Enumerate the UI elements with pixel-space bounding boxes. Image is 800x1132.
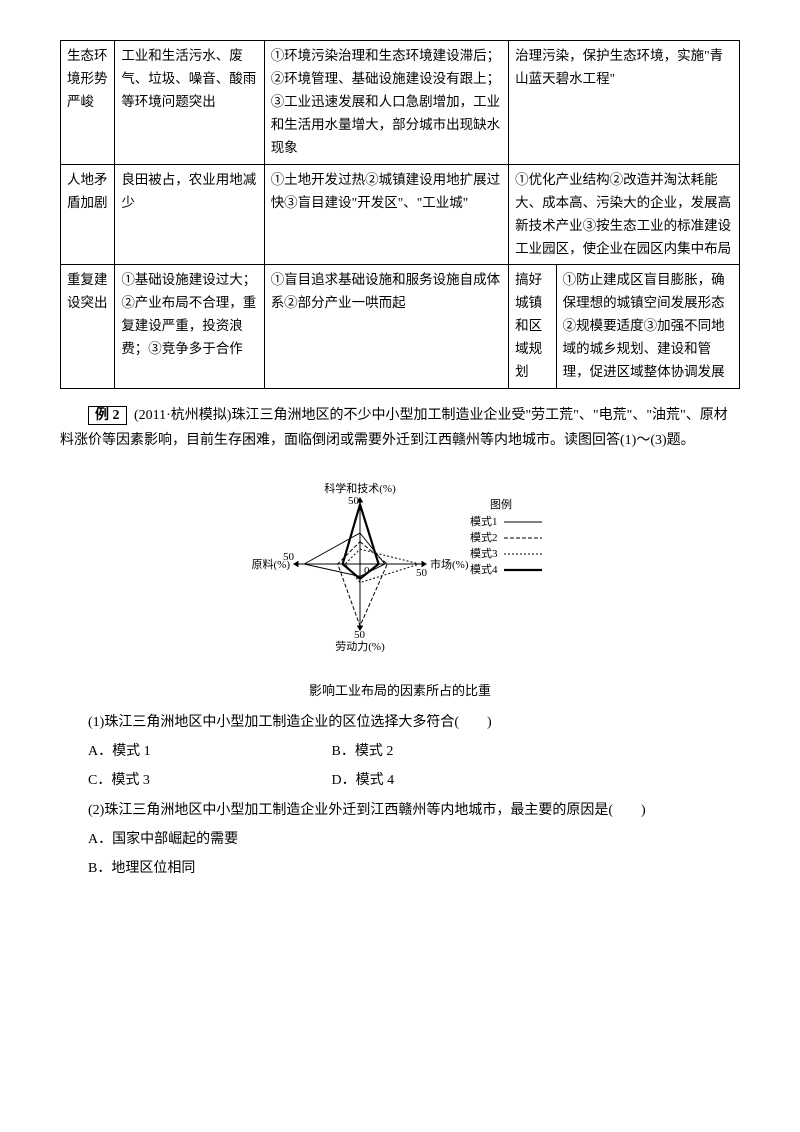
cell-phenomenon: ①基础设施建设过大；②产业布局不合理，重复建设严重，投资浪费；③竞争多于合作 <box>115 265 264 389</box>
svg-text:模式2: 模式2 <box>470 531 498 544</box>
svg-text:模式3: 模式3 <box>470 547 498 560</box>
q2-options: A．国家中部崛起的需要 <box>88 827 740 852</box>
q1-options: A．模式 1 B．模式 2 <box>88 739 740 764</box>
chart-caption: 影响工业布局的因素所占的比重 <box>60 679 740 702</box>
cell-measure: 治理污染，保护生态环境，实施"青山蓝天碧水工程" <box>509 41 740 165</box>
example-label: 例 2 <box>88 406 127 425</box>
svg-text:模式4: 模式4 <box>470 563 498 576</box>
svg-text:50: 50 <box>348 495 360 507</box>
svg-text:模式1: 模式1 <box>470 515 498 528</box>
svg-text:50: 50 <box>416 567 428 579</box>
q1-option-a: A．模式 1 <box>88 739 328 764</box>
cell-cause: ①盲目追求基础设施和服务设施自成体系②部分产业一哄而起 <box>264 265 508 389</box>
cell-category: 生态环境形势严峻 <box>61 41 115 165</box>
q2-option-b: B．地理区位相同 <box>88 856 195 881</box>
radar-chart: 505050500科学和技术(%)市场(%)劳动力(%)原料(%)图例模式1模式… <box>60 464 740 673</box>
cell-phenomenon: 良田被占，农业用地减少 <box>115 164 264 265</box>
example-stem: 例 2 (2011·杭州模拟)珠江三角洲地区的不少中小型加工制造业企业受"劳工荒… <box>60 403 740 453</box>
table-row: 生态环境形势严峻 工业和生活污水、废气、垃圾、噪音、酸雨等环境问题突出 ①环境污… <box>61 41 740 165</box>
svg-text:科学和技术(%): 科学和技术(%) <box>324 481 396 495</box>
svg-text:市场(%): 市场(%) <box>430 557 469 571</box>
svg-text:50: 50 <box>354 629 366 641</box>
cell-cause: ①土地开发过热②城镇建设用地扩展过快③盲目建设"开发区"、"工业城" <box>264 164 508 265</box>
cell-cause: ①环境污染治理和生态环境建设滞后；②环境管理、基础设施建设没有跟上；③工业迅速发… <box>264 41 508 165</box>
q1-option-b: B．模式 2 <box>332 739 394 764</box>
q2-stem: (2)珠江三角洲地区中小型加工制造企业外迁到江西赣州等内地城市，最主要的原因是(… <box>60 798 740 823</box>
table-row: 人地矛盾加剧 良田被占，农业用地减少 ①土地开发过热②城镇建设用地扩展过快③盲目… <box>61 164 740 265</box>
q1-options: C．模式 3 D．模式 4 <box>88 768 740 793</box>
q2-option-a: A．国家中部崛起的需要 <box>88 827 238 852</box>
stem-text: (2011·杭州模拟)珠江三角洲地区的不少中小型加工制造业企业受"劳工荒"、"电… <box>60 408 728 448</box>
q1-option-c: C．模式 3 <box>88 768 328 793</box>
cell-phenomenon: 工业和生活污水、废气、垃圾、噪音、酸雨等环境问题突出 <box>115 41 264 165</box>
cell-measure-a: 搞好城镇和区域规划 <box>509 265 557 389</box>
cell-measure-b: ①防止建成区盲目膨胀，确保理想的城镇空间发展形态②规模要适度③加强不同地域的城乡… <box>556 265 739 389</box>
q1-option-d: D．模式 4 <box>332 768 395 793</box>
svg-text:劳动力(%): 劳动力(%) <box>335 640 385 653</box>
table-row: 重复建设突出 ①基础设施建设过大；②产业布局不合理，重复建设严重，投资浪费；③竞… <box>61 265 740 389</box>
q2-options: B．地理区位相同 <box>88 856 740 881</box>
cell-measure: ①优化产业结构②改造并淘汰耗能大、成本高、污染大的企业，发展高新技术产业③按生态… <box>509 164 740 265</box>
issues-table: 生态环境形势严峻 工业和生活污水、废气、垃圾、噪音、酸雨等环境问题突出 ①环境污… <box>60 40 740 389</box>
cell-category: 重复建设突出 <box>61 265 115 389</box>
svg-text:原料(%): 原料(%) <box>252 557 291 571</box>
cell-category: 人地矛盾加剧 <box>61 164 115 265</box>
q1-stem: (1)珠江三角洲地区中小型加工制造企业的区位选择大多符合( ) <box>60 710 740 735</box>
svg-text:图例: 图例 <box>490 497 512 511</box>
